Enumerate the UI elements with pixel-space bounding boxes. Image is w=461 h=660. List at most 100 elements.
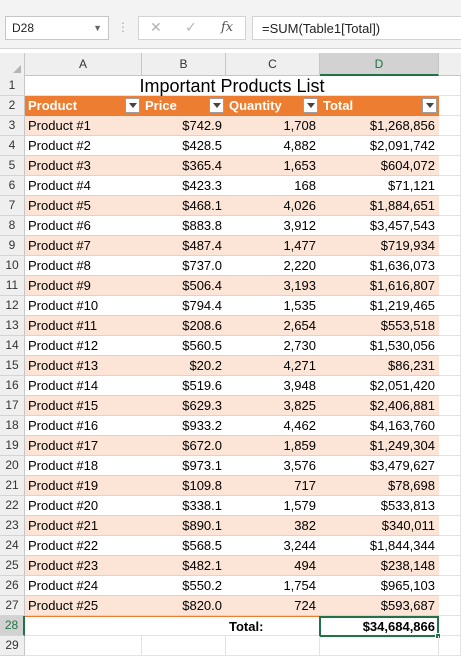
filter-dropdown-icon[interactable] bbox=[303, 98, 318, 113]
cell[interactable] bbox=[25, 636, 142, 656]
price-cell[interactable]: $883.8 bbox=[142, 216, 226, 236]
cell[interactable] bbox=[439, 116, 461, 136]
cell[interactable] bbox=[439, 156, 461, 176]
total-cell[interactable]: $78,698 bbox=[320, 476, 439, 496]
quantity-cell[interactable]: 4,882 bbox=[226, 136, 320, 156]
total-cell[interactable]: $1,219,465 bbox=[320, 296, 439, 316]
cell[interactable] bbox=[439, 376, 461, 396]
product-cell[interactable]: Product #7 bbox=[25, 236, 142, 256]
header-product[interactable]: Product bbox=[25, 96, 142, 116]
price-cell[interactable]: $365.4 bbox=[142, 156, 226, 176]
cell[interactable] bbox=[226, 636, 320, 656]
price-cell[interactable]: $428.5 bbox=[142, 136, 226, 156]
cell[interactable] bbox=[439, 396, 461, 416]
cell[interactable] bbox=[439, 456, 461, 476]
price-cell[interactable]: $109.8 bbox=[142, 476, 226, 496]
total-cell[interactable]: $1,844,344 bbox=[320, 536, 439, 556]
cell[interactable] bbox=[439, 96, 461, 116]
total-cell[interactable]: $1,884,651 bbox=[320, 196, 439, 216]
filter-dropdown-icon[interactable] bbox=[125, 98, 140, 113]
price-cell[interactable]: $506.4 bbox=[142, 276, 226, 296]
row-header[interactable]: 23 bbox=[0, 516, 25, 536]
price-cell[interactable]: $933.2 bbox=[142, 416, 226, 436]
cell[interactable] bbox=[25, 616, 142, 636]
quantity-cell[interactable]: 1,579 bbox=[226, 496, 320, 516]
price-cell[interactable]: $468.1 bbox=[142, 196, 226, 216]
total-cell[interactable]: $86,231 bbox=[320, 356, 439, 376]
name-box[interactable]: D28 ▼ bbox=[5, 16, 109, 40]
product-cell[interactable]: Product #21 bbox=[25, 516, 142, 536]
total-cell[interactable]: $1,530,056 bbox=[320, 336, 439, 356]
price-cell[interactable]: $487.4 bbox=[142, 236, 226, 256]
product-cell[interactable]: Product #9 bbox=[25, 276, 142, 296]
total-label[interactable]: Total: bbox=[226, 616, 320, 636]
price-cell[interactable]: $973.1 bbox=[142, 456, 226, 476]
cell[interactable] bbox=[439, 576, 461, 596]
quantity-cell[interactable]: 168 bbox=[226, 176, 320, 196]
product-cell[interactable]: Product #13 bbox=[25, 356, 142, 376]
cell[interactable] bbox=[439, 476, 461, 496]
cell[interactable] bbox=[142, 616, 226, 636]
row-header[interactable]: 21 bbox=[0, 476, 25, 496]
total-cell[interactable]: $2,406,881 bbox=[320, 396, 439, 416]
quantity-cell[interactable]: 717 bbox=[226, 476, 320, 496]
price-cell[interactable]: $560.5 bbox=[142, 336, 226, 356]
column-header-b[interactable]: B bbox=[142, 53, 226, 76]
price-cell[interactable]: $482.1 bbox=[142, 556, 226, 576]
row-header[interactable]: 5 bbox=[0, 156, 25, 176]
select-all-corner[interactable] bbox=[0, 53, 25, 76]
row-header[interactable]: 29 bbox=[0, 636, 25, 656]
row-header[interactable]: 4 bbox=[0, 136, 25, 156]
quantity-cell[interactable]: 1,754 bbox=[226, 576, 320, 596]
quantity-cell[interactable]: 1,535 bbox=[226, 296, 320, 316]
header-total[interactable]: Total bbox=[320, 96, 439, 116]
total-cell[interactable]: $3,457,543 bbox=[320, 216, 439, 236]
quantity-cell[interactable]: 2,220 bbox=[226, 256, 320, 276]
row-header[interactable]: 10 bbox=[0, 256, 25, 276]
cell[interactable] bbox=[439, 536, 461, 556]
row-header[interactable]: 11 bbox=[0, 276, 25, 296]
cell[interactable] bbox=[439, 316, 461, 336]
row-header[interactable]: 17 bbox=[0, 396, 25, 416]
quantity-cell[interactable]: 4,026 bbox=[226, 196, 320, 216]
column-header-a[interactable]: A bbox=[25, 53, 142, 76]
product-cell[interactable]: Product #2 bbox=[25, 136, 142, 156]
product-cell[interactable]: Product #16 bbox=[25, 416, 142, 436]
row-header[interactable]: 27 bbox=[0, 596, 25, 616]
cell[interactable] bbox=[439, 356, 461, 376]
price-cell[interactable]: $742.9 bbox=[142, 116, 226, 136]
price-cell[interactable]: $20.2 bbox=[142, 356, 226, 376]
price-cell[interactable]: $794.4 bbox=[142, 296, 226, 316]
cell[interactable] bbox=[439, 596, 461, 616]
formula-bar-grip-icon[interactable]: ⋮ bbox=[117, 20, 129, 34]
row-header[interactable]: 8 bbox=[0, 216, 25, 236]
total-cell[interactable]: $340,011 bbox=[320, 516, 439, 536]
header-quantity[interactable]: Quantity bbox=[226, 96, 320, 116]
quantity-cell[interactable]: 1,859 bbox=[226, 436, 320, 456]
total-cell[interactable]: $4,163,760 bbox=[320, 416, 439, 436]
total-cell[interactable]: $719,934 bbox=[320, 236, 439, 256]
cell[interactable] bbox=[439, 636, 461, 656]
total-cell[interactable]: $71,121 bbox=[320, 176, 439, 196]
price-cell[interactable]: $519.6 bbox=[142, 376, 226, 396]
total-cell[interactable]: $2,091,742 bbox=[320, 136, 439, 156]
row-header[interactable]: 22 bbox=[0, 496, 25, 516]
quantity-cell[interactable]: 4,271 bbox=[226, 356, 320, 376]
row-header[interactable]: 1 bbox=[0, 76, 25, 96]
total-cell[interactable]: $1,249,304 bbox=[320, 436, 439, 456]
total-cell[interactable]: $1,616,807 bbox=[320, 276, 439, 296]
price-cell[interactable]: $629.3 bbox=[142, 396, 226, 416]
row-header[interactable]: 24 bbox=[0, 536, 25, 556]
product-cell[interactable]: Product #18 bbox=[25, 456, 142, 476]
quantity-cell[interactable]: 3,576 bbox=[226, 456, 320, 476]
cell[interactable] bbox=[142, 636, 226, 656]
row-header[interactable]: 14 bbox=[0, 336, 25, 356]
chevron-down-icon[interactable]: ▼ bbox=[93, 23, 102, 33]
column-header-c[interactable]: C bbox=[226, 53, 320, 76]
product-cell[interactable]: Product #17 bbox=[25, 436, 142, 456]
cell[interactable] bbox=[439, 256, 461, 276]
price-cell[interactable]: $208.6 bbox=[142, 316, 226, 336]
cell[interactable] bbox=[439, 416, 461, 436]
quantity-cell[interactable]: 494 bbox=[226, 556, 320, 576]
cell[interactable] bbox=[439, 196, 461, 216]
